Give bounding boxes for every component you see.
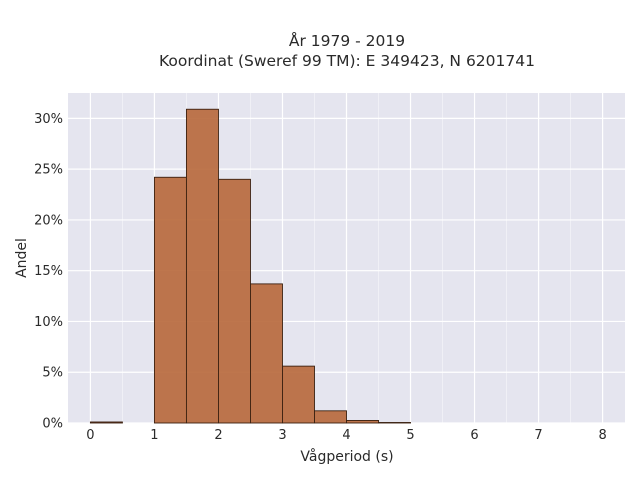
chart-title-line1: År 1979 - 2019	[289, 31, 405, 50]
histogram-bar	[218, 178, 251, 424]
x-tick-labels: 0 1 2 3 4 5 6 7 8	[86, 428, 606, 443]
y-tick-label: 30%	[34, 112, 63, 127]
x-tick-label: 7	[534, 428, 542, 443]
histogram-bar	[282, 365, 315, 424]
chart-title-line2: Koordinat (Sweref 99 TM): E 349423, N 62…	[159, 52, 535, 70]
histogram-bars	[89, 108, 411, 424]
x-tick-label: 4	[342, 428, 350, 443]
y-tick-label: 25%	[34, 163, 63, 178]
x-tick-label: 5	[406, 428, 414, 443]
y-tick-label: 5%	[42, 366, 63, 381]
x-tick-label: 6	[470, 428, 478, 443]
x-tick-label: 1	[150, 428, 158, 443]
histogram-bar	[378, 422, 411, 424]
x-axis-label: Vågperiod (s)	[300, 448, 393, 465]
y-tick-label: 10%	[34, 315, 63, 330]
x-tick-label: 3	[278, 428, 286, 443]
y-tick-labels: 0% 5% 10% 15% 20% 25% 30%	[34, 112, 63, 432]
histogram-bar	[153, 176, 187, 424]
histogram-bar	[89, 421, 123, 424]
histogram-bar	[250, 283, 283, 424]
histogram-bar	[185, 108, 219, 424]
y-tick-label: 15%	[34, 264, 63, 279]
y-tick-label: 20%	[34, 213, 63, 228]
x-tick-label: 0	[86, 428, 94, 443]
y-axis-label: Andel	[14, 238, 30, 278]
histogram-bar	[314, 410, 347, 424]
x-tick-label: 8	[598, 428, 606, 443]
y-tick-label: 0%	[42, 417, 63, 432]
x-tick-label: 2	[214, 428, 222, 443]
histogram-bar	[346, 420, 379, 424]
